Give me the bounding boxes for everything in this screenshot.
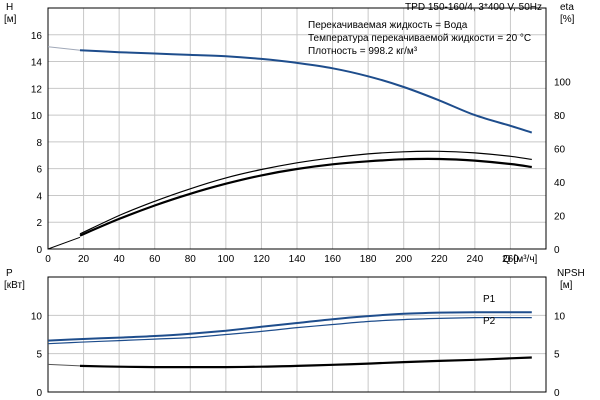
- top-series-1-head: [79, 49, 533, 134]
- eta-axis-unit: [%]: [560, 14, 575, 25]
- x-tick-label: 180: [360, 254, 377, 265]
- eta-tick-label: 40: [554, 178, 566, 189]
- h-axis-label: H: [6, 2, 13, 13]
- h-tick-label: 0: [36, 245, 42, 256]
- x-tick-label: 20: [78, 254, 90, 265]
- top-panel-grid: [47, 8, 547, 250]
- h-tick-label: 14: [31, 58, 43, 69]
- legend-p2: P2: [483, 316, 496, 327]
- p-axis-label: P: [6, 268, 13, 279]
- info-line-liquid: Перекачиваемая жидкость = Вода: [308, 20, 468, 31]
- bottom-panel-grid: [47, 277, 547, 393]
- info-line-density: Плотность = 998.2 кг/м³: [308, 46, 418, 57]
- x-tick-label: 60: [149, 254, 161, 265]
- top-panel-frame: [47, 7, 547, 250]
- eta-axis-label: eta: [560, 2, 574, 13]
- top-series-3-eta: [79, 150, 532, 235]
- x-tick-label: 240: [467, 254, 484, 265]
- top-series-4-eta: [79, 157, 532, 237]
- h-tick-label: 10: [31, 111, 43, 122]
- bottom-series-2-npsh: [47, 363, 81, 367]
- h-tick-label: 4: [36, 191, 42, 202]
- x-tick-label: 40: [114, 254, 126, 265]
- h-tick-label: 6: [36, 165, 42, 176]
- h-tick-label: 2: [36, 218, 42, 229]
- x-tick-label: 140: [289, 254, 306, 265]
- x-tick-label: 200: [395, 254, 412, 265]
- h-axis-unit: [м]: [4, 14, 17, 25]
- x-tick-label: 80: [185, 254, 197, 265]
- model-title: TPD 150-160/4, 3*400 V, 50Hz: [405, 2, 542, 13]
- npsh-tick-label: 0: [554, 388, 560, 399]
- info-line-temperature: Температура перекачиваемой жидкости = 20…: [308, 33, 531, 44]
- eta-tick-label: 0: [554, 245, 560, 256]
- top-series-2-eta: [47, 236, 81, 250]
- h-tick-label: 8: [36, 138, 42, 149]
- h-tick-label: 12: [31, 84, 43, 95]
- x-tick-label: 160: [324, 254, 341, 265]
- h-tick-label: 16: [31, 31, 43, 42]
- bottom-series-1-p2: [47, 316, 532, 345]
- x-tick-label: 0: [45, 254, 51, 265]
- p-tick-label: 5: [36, 350, 42, 361]
- p-axis-unit: [кВт]: [4, 280, 25, 291]
- eta-tick-label: 100: [554, 78, 571, 89]
- npsh-tick-label: 5: [554, 350, 560, 361]
- p-tick-label: 10: [31, 311, 43, 322]
- x-tick-label: 260: [502, 254, 519, 265]
- tick-labels: 0 20 40 60 80 100 120 140 160 180 200 220 240 2600246…: [31, 31, 571, 399]
- data-series: [47, 46, 533, 369]
- eta-tick-label: 20: [554, 212, 566, 223]
- bottom-panel-frame: [47, 276, 547, 393]
- eta-tick-label: 60: [554, 145, 566, 156]
- npsh-axis-label: NPSH: [557, 268, 585, 279]
- top-series-0-head: [47, 46, 81, 51]
- npsh-tick-label: 10: [554, 311, 566, 322]
- x-tick-label: 120: [253, 254, 270, 265]
- q-axis-label: Q [м³/ч]: [503, 254, 538, 265]
- eta-tick-label: 80: [554, 111, 566, 122]
- x-tick-label: 100: [218, 254, 235, 265]
- npsh-axis-unit: [м]: [560, 280, 573, 291]
- x-tick-label: 220: [431, 254, 448, 265]
- legend-p1: P1: [483, 294, 496, 305]
- bottom-series-0-p1: [47, 311, 532, 342]
- p-tick-label: 0: [36, 388, 42, 399]
- bottom-series-3-npsh: [79, 356, 532, 369]
